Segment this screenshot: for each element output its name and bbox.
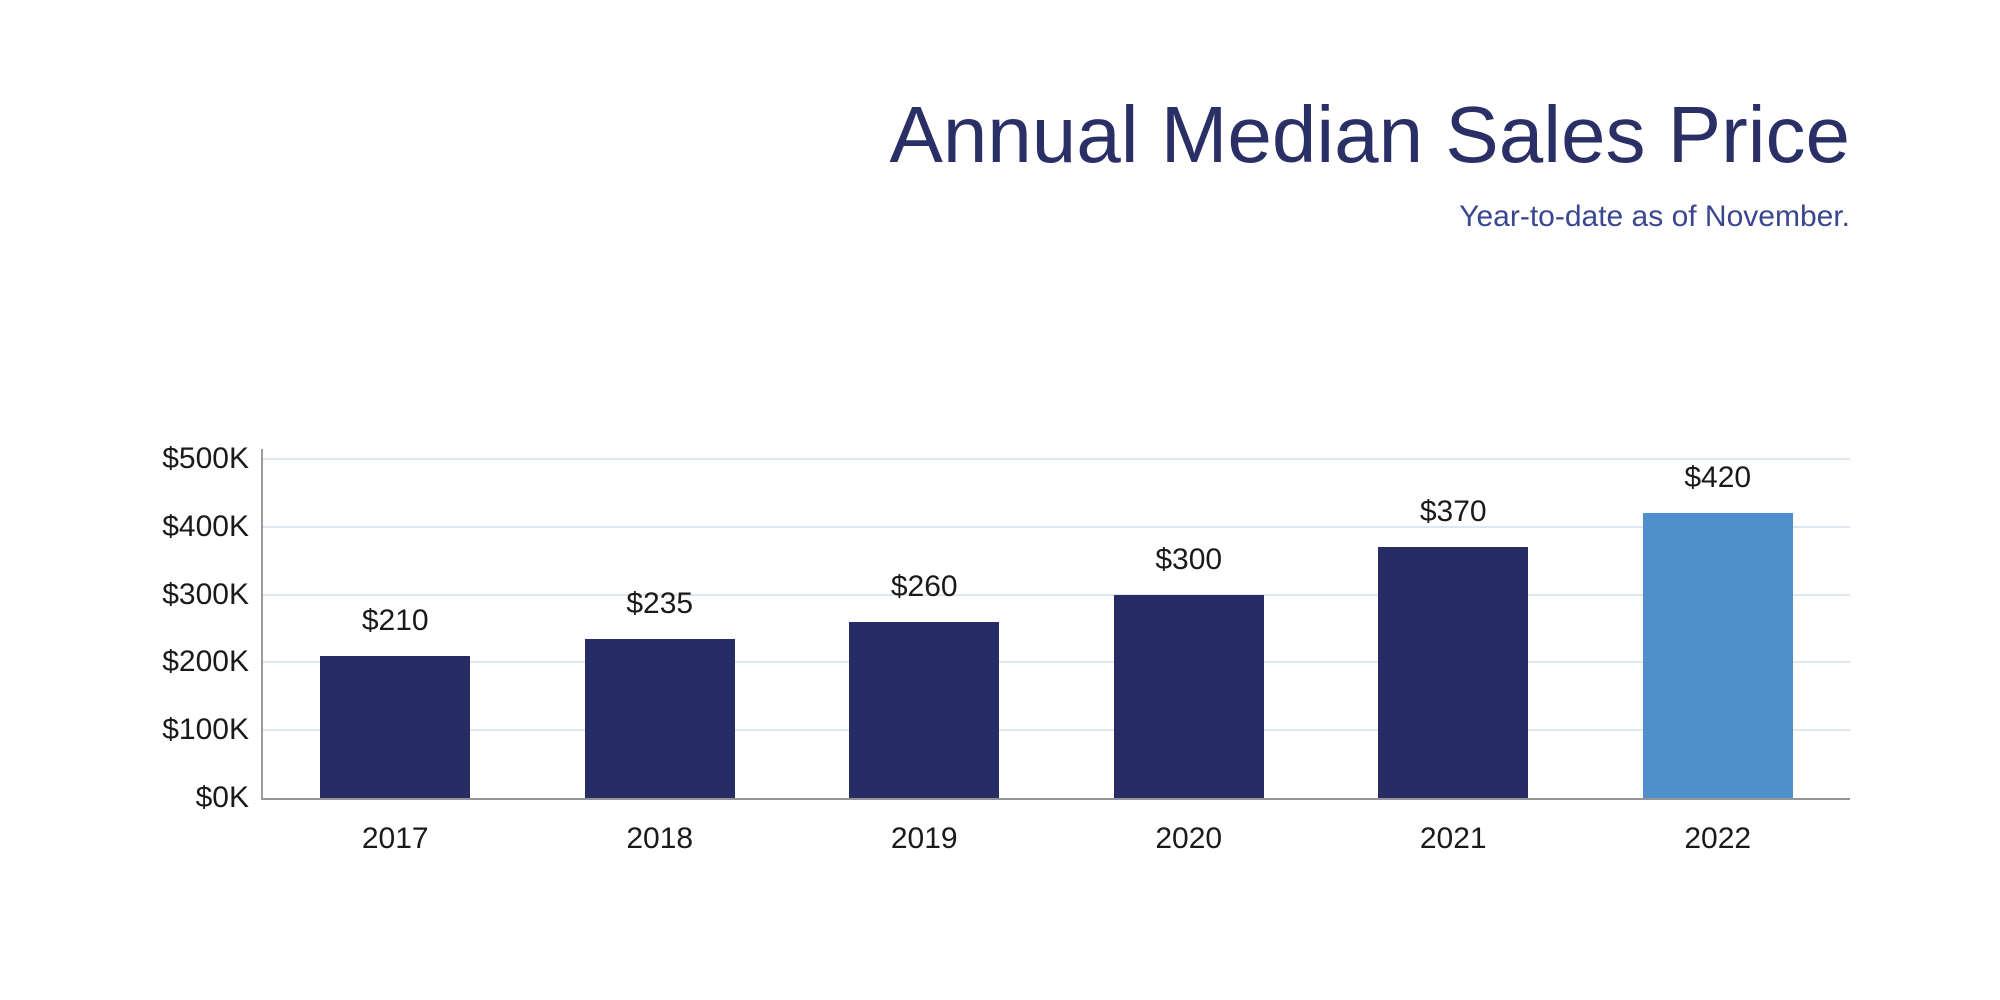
bar-slot: $370 2021 bbox=[1321, 459, 1586, 855]
bar-chart-plot-area: $0K $100K $200K $300K $400K $500K $210 2017 $235… bbox=[162, 442, 1851, 855]
bar-slot: $210 2017 bbox=[263, 459, 528, 855]
gridline bbox=[263, 661, 1850, 664]
bar-2018 bbox=[584, 638, 735, 798]
bars-container: $210 2017 $235 2018 $260 2019 $300 2020 $370 2021… bbox=[263, 459, 1851, 855]
x-tick-label: 2019 bbox=[890, 822, 958, 855]
bar-2019 bbox=[849, 621, 1000, 798]
bar-value-label: $420 bbox=[1684, 461, 1752, 495]
gridline bbox=[263, 593, 1850, 596]
y-tick-label: $100K bbox=[162, 713, 249, 747]
chart-title: Annual Median Sales Price bbox=[889, 90, 1850, 179]
bar-value-label: $300 bbox=[1155, 542, 1223, 576]
x-tick-label: 2017 bbox=[361, 822, 429, 855]
bar-value-label: $210 bbox=[361, 603, 429, 637]
y-tick-label: $500K bbox=[162, 442, 249, 475]
x-tick-label: 2020 bbox=[1155, 822, 1223, 855]
bar-slot: $235 2018 bbox=[528, 459, 793, 855]
bar-value-label: $235 bbox=[626, 586, 694, 620]
bar-value-label: $260 bbox=[890, 569, 958, 603]
y-tick-label: $200K bbox=[162, 645, 249, 679]
x-tick-label: 2021 bbox=[1419, 822, 1487, 855]
gridline bbox=[263, 525, 1850, 528]
bar-slot: $420 2022 bbox=[1586, 459, 1851, 855]
y-tick-label: $300K bbox=[162, 577, 249, 611]
chart-header: Annual Median Sales Price Year-to-date a… bbox=[889, 90, 1850, 234]
x-tick-label: 2018 bbox=[626, 822, 694, 855]
gridline bbox=[263, 729, 1850, 732]
bar-2022 bbox=[1642, 513, 1793, 798]
gridline bbox=[263, 458, 1850, 460]
bar-2021 bbox=[1378, 547, 1529, 798]
x-tick-label: 2022 bbox=[1684, 822, 1752, 855]
bar-2017 bbox=[320, 655, 471, 798]
bar-slot: $260 2019 bbox=[792, 459, 1057, 855]
x-axis-baseline bbox=[261, 798, 1850, 800]
bar-value-label: $370 bbox=[1419, 495, 1487, 529]
bar-2020 bbox=[1113, 594, 1264, 798]
chart-subtitle: Year-to-date as of November. bbox=[1459, 199, 1850, 233]
y-tick-label: $0K bbox=[195, 781, 249, 814]
y-axis-line bbox=[261, 449, 263, 799]
y-tick-label: $400K bbox=[162, 509, 249, 543]
bar-slot: $300 2020 bbox=[1057, 459, 1322, 855]
